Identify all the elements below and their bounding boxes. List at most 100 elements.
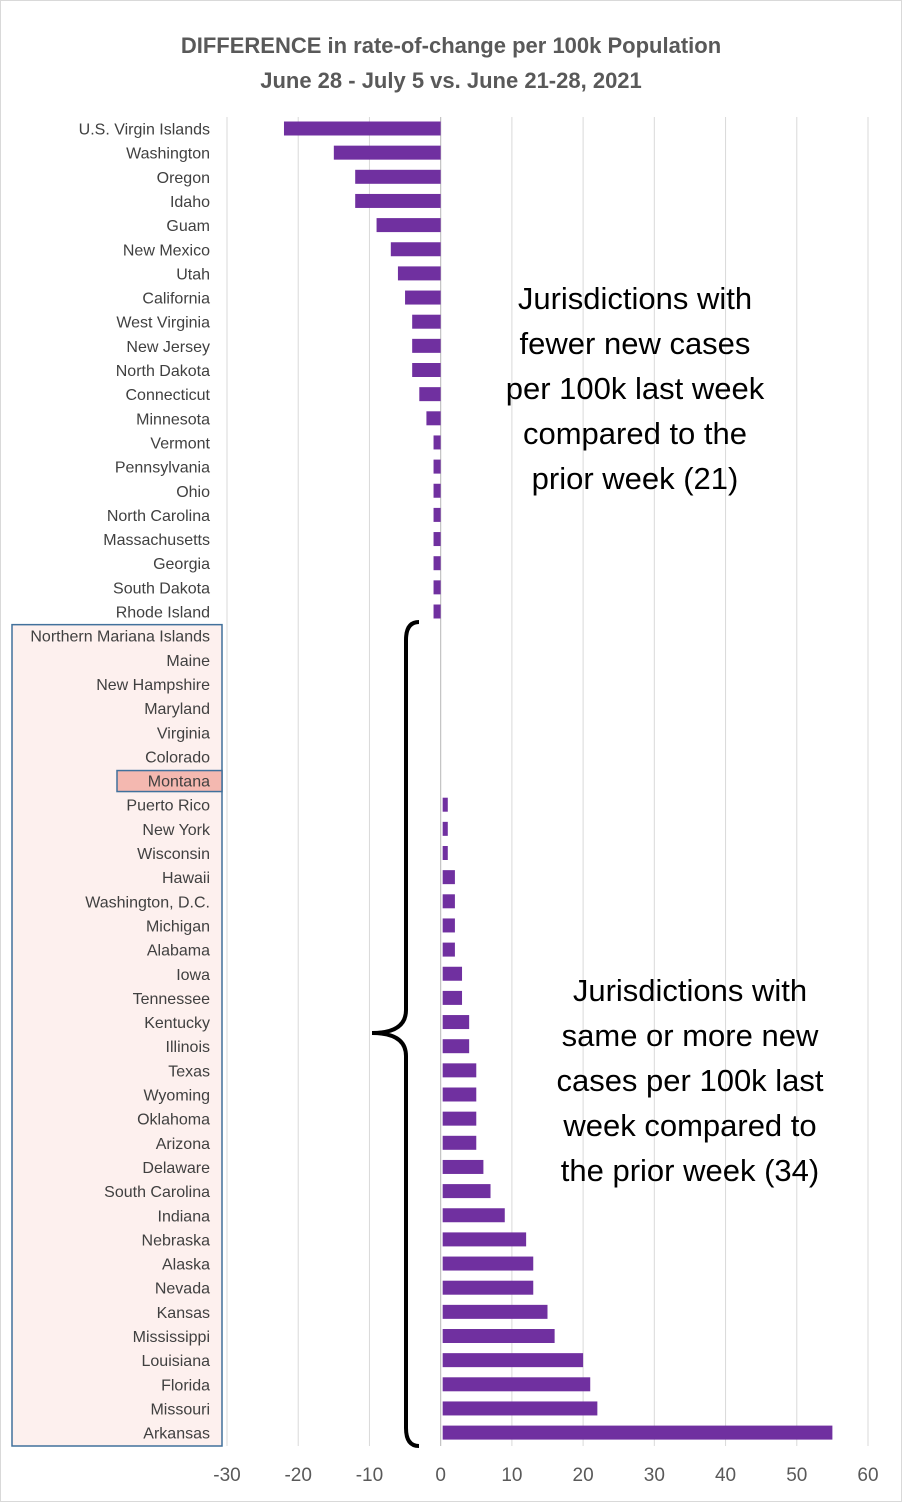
category-label: Mississippi [133,1329,210,1346]
chart-title: DIFFERENCE in rate-of-change per 100k Po… [180,33,722,58]
annotation-line: prior week (21) [531,461,739,496]
x-tick-label: 10 [501,1465,522,1486]
bar [442,1377,591,1392]
bar [442,894,455,909]
category-label: Vermont [150,435,210,452]
bar [433,604,441,619]
bar [390,242,441,257]
category-label: South Dakota [113,580,210,597]
bar [442,797,448,812]
category-label: California [142,291,210,308]
bar [442,870,455,885]
bar [355,169,441,184]
category-label: Washington, D.C. [85,894,210,911]
bar [442,1304,548,1319]
category-label: Puerto Rico [126,798,210,815]
category-label: Washington [126,146,210,163]
category-label: Kansas [157,1305,210,1322]
category-label: Idaho [170,194,210,211]
category-label: Michigan [146,918,210,935]
category-label: Maine [166,653,210,670]
category-label: Louisiana [142,1353,211,1370]
category-label: Kentucky [144,1015,210,1032]
category-label: Ohio [176,484,210,501]
x-tick-label: 30 [644,1465,665,1486]
category-label: Rhode Island [116,605,210,622]
bar [433,483,441,498]
category-label: Missouri [150,1401,210,1418]
category-label: New Mexico [123,242,210,259]
annotation-line: compared to the [522,416,748,451]
category-label: Minnesota [136,411,210,428]
bar [442,1111,477,1126]
category-label: Iowa [176,967,210,984]
category-label: Utah [176,266,210,283]
category-label: Hawaii [162,870,210,887]
category-label: Wyoming [143,1088,210,1105]
category-label: New Hampshire [96,677,210,694]
annotation-fewer-cases: Jurisdictions with fewer new cases per 1… [470,276,800,501]
annotation-line: same or more new [561,1018,819,1053]
bar [412,338,441,353]
annotation-line: Jurisdictions with [517,281,753,316]
bar [442,1159,484,1174]
annotation-line: the prior week (34) [560,1153,820,1188]
category-label: Nevada [155,1281,210,1298]
category-label: Florida [161,1377,210,1394]
category-label: Guam [166,218,210,235]
annotation-line: fewer new cases [519,326,751,361]
category-label: Georgia [153,556,210,573]
chart-subtitle: June 28 - July 5 vs. June 21-28, 2021 [260,68,642,93]
bar [442,1256,534,1271]
bar [442,1184,491,1199]
category-label: West Virginia [116,315,210,332]
bar [433,507,441,522]
category-label: Montana [148,774,210,791]
bar [442,846,448,860]
bar [442,1063,477,1078]
bar [442,1329,555,1343]
curly-brace [371,620,420,1448]
annotation-line: week compared to [563,1108,817,1143]
bar [442,821,448,836]
bar [283,121,441,136]
bar [442,1353,584,1368]
bar [419,387,441,402]
annotation-line: cases per 100k last [556,1063,824,1098]
bar [433,580,441,595]
bar [405,290,441,305]
category-label: Northern Mariana Islands [30,629,210,646]
x-tick-label: -30 [213,1465,240,1486]
bar [433,532,441,547]
category-label: South Carolina [104,1184,210,1201]
category-label: Illinois [166,1039,210,1056]
x-tick-label: 0 [435,1465,446,1486]
bar [442,942,455,957]
category-label: Connecticut [126,387,211,404]
category-label: Oregon [157,170,210,187]
bar [442,1087,477,1102]
category-label: Virginia [157,725,210,742]
bar [442,990,463,1005]
category-label: Colorado [145,749,210,766]
annotation-more-cases: Jurisdictions with same or more new case… [525,968,855,1193]
bar [412,363,441,377]
bar [376,218,441,233]
annotation-line: Jurisdictions with [572,973,808,1008]
category-label: Massachusetts [103,532,210,549]
bar [442,1425,833,1440]
category-label: New Jersey [126,339,210,356]
group-box [11,623,223,1447]
bar [442,1135,477,1150]
category-label: Texas [168,1063,210,1080]
category-label: Arizona [156,1136,210,1153]
category-label: Arkansas [143,1426,210,1443]
bar [442,1208,505,1223]
bar [412,314,441,329]
bar [433,435,441,450]
category-label: U.S. Virgin Islands [79,122,210,139]
category-label: North Dakota [116,363,210,380]
bar [442,1401,598,1416]
category-label: Delaware [142,1160,210,1177]
x-tick-label: -10 [356,1465,383,1486]
